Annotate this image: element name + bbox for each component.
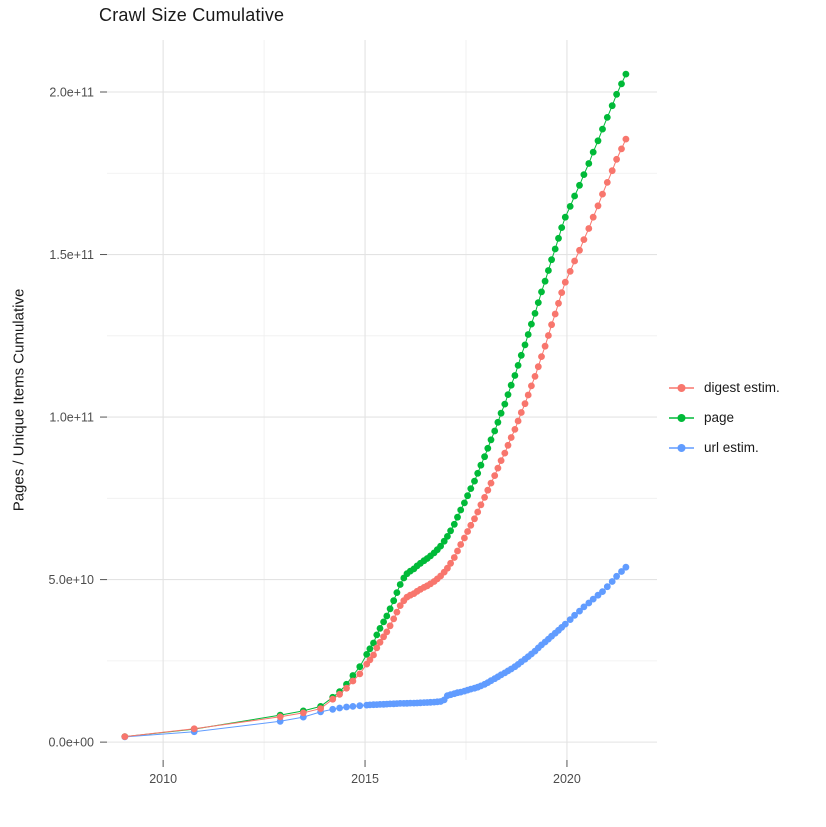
x-tick-label: 2015 xyxy=(351,772,379,786)
chart-title: Crawl Size Cumulative xyxy=(99,5,285,25)
axis-ticks xyxy=(100,91,568,767)
legend-key-icon xyxy=(669,413,694,422)
legend-key-icon xyxy=(669,443,694,452)
legend-label: page xyxy=(704,410,735,425)
y-tick-label: 5.0e+10 xyxy=(48,573,94,587)
x-tick-label: 2010 xyxy=(149,772,177,786)
legend: digest estim. page url estim. xyxy=(668,377,780,458)
y-tick-label: 0.0e+00 xyxy=(48,735,94,749)
legend-item-url-estim: url estim. xyxy=(668,437,780,458)
legend-label: url estim. xyxy=(704,440,759,455)
series-digest-estim xyxy=(121,135,630,740)
y-tick-label: 1.0e+11 xyxy=(49,410,94,424)
legend-item-digest-estim: digest estim. xyxy=(668,377,780,398)
axis-tick-labels: 0.0e+00 5.0e+10 1.0e+11 1.5e+11 2.0e+11 2010 2… xyxy=(48,85,580,786)
legend-label: digest estim. xyxy=(704,380,780,395)
y-tick-label: 2.0e+11 xyxy=(49,85,94,99)
major-gridlines xyxy=(107,40,657,760)
legend-item-page: page xyxy=(668,407,780,428)
x-tick-label: 2020 xyxy=(553,772,581,786)
legend-key-icon xyxy=(669,383,694,392)
y-tick-label: 1.5e+11 xyxy=(49,248,94,262)
minor-gridlines xyxy=(107,40,657,760)
series-page xyxy=(121,70,630,740)
